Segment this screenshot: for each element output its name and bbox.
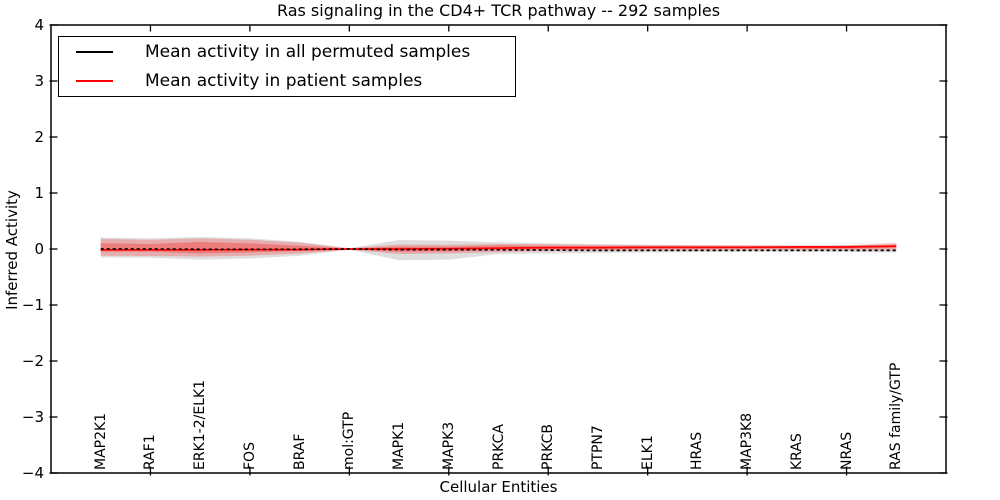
- patient-line-sample: [76, 80, 113, 82]
- y-tick-label: −2: [21, 352, 44, 370]
- x-category-label: PRKCB: [540, 424, 557, 470]
- y-tick-label: −3: [21, 408, 44, 426]
- x-category-label: KRAS: [788, 433, 805, 470]
- x-category-label: RAF1: [142, 434, 159, 470]
- x-axis-title: Cellular Entities: [439, 478, 558, 496]
- legend-item-patient: Mean activity in patient samples: [76, 71, 515, 91]
- x-category-label: ERK1-2/ELK1: [192, 379, 209, 470]
- y-tick-label: 1: [34, 184, 44, 202]
- y-tick-label: 3: [34, 72, 44, 90]
- y-tick-label: −4: [21, 464, 44, 482]
- x-category-label: NRAS: [838, 431, 855, 470]
- x-category-label: MAPK3: [440, 421, 457, 470]
- x-category-label: MAP3K8: [739, 412, 756, 470]
- y-tick-label: 2: [34, 128, 44, 146]
- y-tick-label: −1: [21, 296, 44, 314]
- x-category-label: mol:GTP: [341, 411, 358, 470]
- legend-item-permuted: Mean activity in all permuted samples: [76, 42, 515, 62]
- legend-label-patient: Mean activity in patient samples: [145, 71, 423, 91]
- x-category-label: MAP2K1: [92, 412, 109, 470]
- x-category-label: RAS family/GTP: [888, 362, 905, 470]
- y-tick-label: 4: [34, 16, 44, 34]
- x-category-label: HRAS: [689, 431, 706, 470]
- legend-label-permuted: Mean activity in all permuted samples: [145, 42, 471, 62]
- y-tick-label: 0: [34, 240, 44, 258]
- chart-title: Ras signaling in the CD4+ TCR pathway --…: [276, 1, 721, 20]
- x-category-label: ELK1: [639, 435, 656, 470]
- x-category-label: BRAF: [291, 433, 308, 470]
- x-category-label: FOS: [241, 442, 258, 470]
- x-category-label: MAPK1: [391, 421, 408, 470]
- x-category-label: PTPN7: [589, 425, 606, 470]
- legend: Mean activity in all permuted samples Me…: [58, 36, 516, 97]
- permuted-line-sample: [76, 51, 113, 53]
- permuted-mean-line: [100, 248, 897, 252]
- x-category-label: PRKCA: [490, 424, 507, 470]
